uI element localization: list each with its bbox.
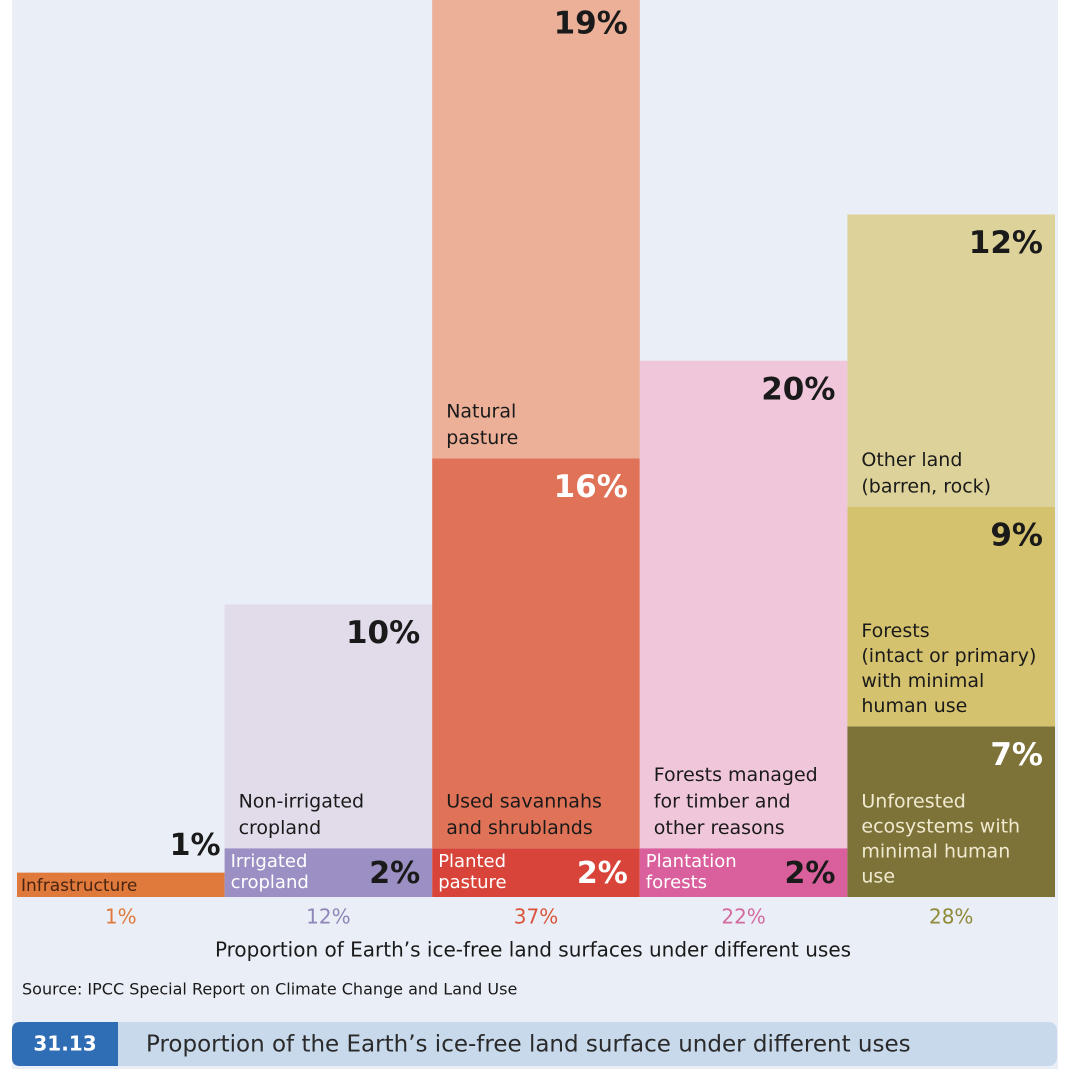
segment-value: 2% [369, 856, 420, 891]
segment-label: human use [861, 695, 967, 717]
segment-value: 7% [990, 737, 1043, 773]
segment [847, 214, 1055, 507]
figure-badge [12, 1022, 118, 1066]
segment-label: Plantation [646, 851, 737, 872]
source: Source: IPCC Special Report on Climate C… [22, 980, 517, 999]
segment-label: cropland [239, 817, 322, 839]
segment-label: other reasons [654, 817, 785, 839]
segment [224, 848, 433, 897]
segment-label: Used savannahs [446, 790, 602, 812]
segment-value: 10% [346, 615, 420, 651]
segment-value: 12% [969, 225, 1043, 261]
segment-label: Infrastructure [21, 876, 137, 896]
segment [639, 360, 848, 849]
segment-label: Forests [861, 620, 929, 642]
segment-value: 19% [554, 6, 628, 42]
segment [847, 507, 1055, 727]
segment-value: 2% [577, 856, 628, 891]
segment [432, 458, 640, 849]
segment-label: for timber and [654, 790, 791, 812]
figure-caption: Proportion of the Earth’s ice-free land … [146, 1032, 911, 1058]
segment [847, 726, 1055, 897]
segment [17, 872, 225, 897]
segment-label: pasture [438, 872, 506, 893]
segment-label: Non-irrigated [239, 790, 365, 812]
segment-label: pasture [446, 427, 518, 449]
segment-label: Forests managed [654, 764, 818, 786]
segment-label: with minimal [861, 670, 984, 692]
segment-value: 2% [784, 856, 835, 891]
segment [432, 0, 640, 459]
segment-label: use [861, 866, 895, 888]
segment-label: minimal human [861, 841, 1010, 863]
segment-value: 20% [761, 371, 835, 407]
segment-label: and shrublands [446, 817, 593, 839]
segment-label: cropland [231, 872, 309, 893]
segment-label: Unforested [861, 791, 965, 813]
column-total: 37% [514, 905, 558, 929]
segment-label: (intact or primary) [861, 645, 1036, 667]
column-total: 28% [929, 905, 973, 929]
segment-label: ecosystems with [861, 816, 1020, 838]
segment-label: forests [646, 872, 707, 893]
segment-label: Planted [438, 851, 506, 872]
figure-number: 31.13 [33, 1032, 96, 1056]
segment-value: 9% [990, 518, 1043, 554]
segment [432, 848, 640, 897]
segment-label: Other land [861, 449, 962, 471]
segment-label: (barren, rock) [861, 476, 991, 498]
column-total: 12% [306, 905, 350, 929]
segment-value: 1% [170, 828, 221, 863]
column-total: 22% [721, 905, 765, 929]
column-total: 1% [105, 905, 137, 929]
x-axis-title: Proportion of Earth’s ice-free land surf… [215, 938, 851, 962]
segment-label: Irrigated [231, 851, 308, 872]
caption-bar [12, 1022, 1057, 1066]
segment-value: 16% [554, 469, 628, 505]
segment [224, 604, 433, 849]
segment-label: Natural [446, 400, 516, 422]
segment [639, 848, 848, 897]
